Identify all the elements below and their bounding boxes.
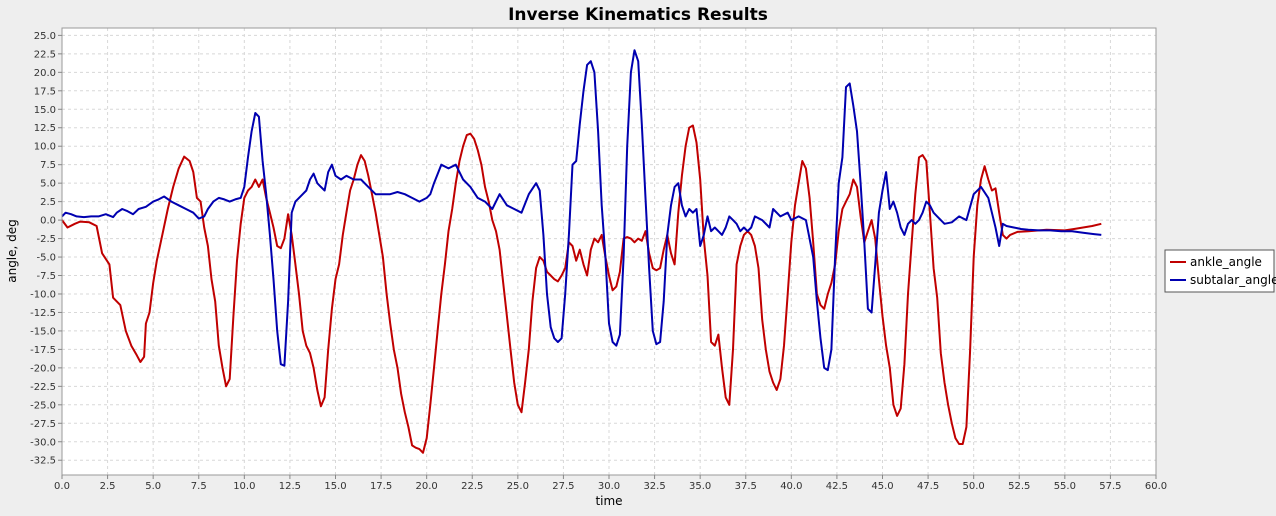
x-tick-label: 17.5: [370, 481, 392, 492]
x-tick-label: 30.0: [598, 481, 620, 492]
x-tick-label: 2.5: [100, 481, 116, 492]
x-tick-label: 35.0: [689, 481, 711, 492]
y-tick-label: 20.0: [34, 68, 56, 79]
y-tick-label: 12.5: [34, 123, 56, 134]
y-tick-label: 10.0: [34, 142, 56, 153]
x-tick-label: 45.0: [871, 481, 893, 492]
y-tick-label: 5.0: [40, 179, 56, 190]
series-lines: [61, 49, 1102, 454]
y-tick-label: 17.5: [34, 86, 56, 97]
x-tick-label: 12.5: [279, 481, 301, 492]
y-tick-label: -7.5: [36, 271, 56, 282]
y-tick-label: -25.0: [30, 400, 56, 411]
chart-title: Inverse Kinematics Results: [508, 5, 768, 25]
y-tick-label: -30.0: [30, 437, 56, 448]
x-tick-label: 10.0: [233, 481, 255, 492]
y-tick-label: 0.0: [40, 216, 56, 227]
x-tick-label: 60.0: [1145, 481, 1167, 492]
x-tick-label: 37.5: [735, 481, 757, 492]
legend-label: subtalar_angle: [1190, 273, 1276, 287]
series-line-subtalar-angle: [61, 49, 1102, 372]
y-tick-label: 15.0: [34, 105, 56, 116]
x-axis-label: time: [595, 494, 622, 508]
x-tick-label: 42.5: [826, 481, 848, 492]
y-tick-label: 7.5: [40, 160, 56, 171]
y-axis-label: angle, deg: [5, 219, 19, 283]
x-axis-ticks: 0.0 2.5 5.0 7.5 10.0 12.5 15.0 17.5 20.0 22.5 25.0…: [54, 475, 1167, 492]
x-tick-label: 32.5: [643, 481, 665, 492]
y-tick-label: 25.0: [34, 31, 56, 42]
y-tick-label: -10.0: [30, 289, 56, 300]
y-tick-label: -22.5: [30, 382, 56, 393]
x-tick-label: 57.5: [1099, 481, 1121, 492]
x-tick-label: 55.0: [1054, 481, 1076, 492]
x-tick-label: 25.0: [507, 481, 529, 492]
x-tick-label: 15.0: [324, 481, 346, 492]
legend: ankle_angle subtalar_angle: [1164, 249, 1276, 293]
y-tick-label: 2.5: [40, 197, 56, 208]
y-tick-label: -15.0: [30, 326, 56, 337]
y-tick-label: -20.0: [30, 363, 56, 374]
x-tick-label: 40.0: [780, 481, 802, 492]
x-tick-label: 20.0: [416, 481, 438, 492]
x-tick-label: 52.5: [1008, 481, 1030, 492]
y-axis-ticks: 25.0 22.5 20.0 17.5 15.0 12.5 10.0 7.5 5.0 2.5 0.0…: [30, 31, 62, 467]
x-tick-label: 5.0: [145, 481, 161, 492]
series-line-ankle-angle: [61, 124, 1102, 454]
x-tick-label: 47.5: [917, 481, 939, 492]
y-tick-label: -2.5: [36, 234, 56, 245]
y-tick-label: -32.5: [30, 456, 56, 467]
y-tick-label: -12.5: [30, 308, 56, 319]
x-tick-label: 22.5: [461, 481, 483, 492]
x-tick-label: 27.5: [552, 481, 574, 492]
legend-box: [1164, 249, 1275, 293]
x-tick-label: 50.0: [963, 481, 985, 492]
legend-label: ankle_angle: [1190, 255, 1262, 269]
grid-lines: [61, 28, 1157, 475]
y-tick-label: -5.0: [36, 253, 56, 264]
y-tick-label: 22.5: [34, 49, 56, 60]
x-tick-label: 7.5: [191, 481, 207, 492]
y-tick-label: -17.5: [30, 345, 56, 356]
y-tick-label: -27.5: [30, 419, 56, 430]
x-tick-label: 0.0: [54, 481, 70, 492]
